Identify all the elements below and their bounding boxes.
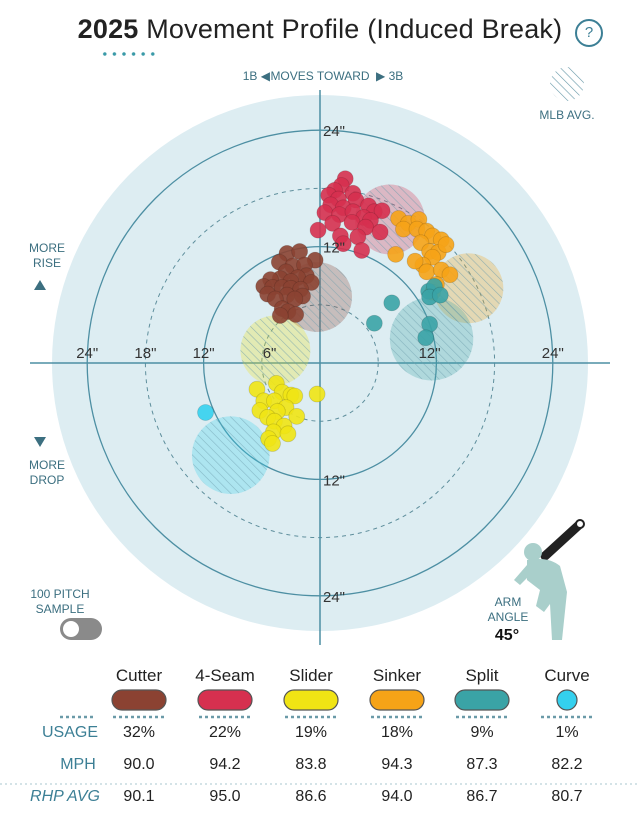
sample-label-2: SAMPLE [36,602,85,616]
ring-label-right12: 12" [419,345,441,362]
swatch-curve [556,689,578,711]
cell-rhp-sinker: 94.0 [381,788,412,805]
cell-mph-4seam: 94.2 [209,756,240,773]
point-4-seam-14 [373,202,391,220]
cell-mph-slider: 83.8 [295,756,326,773]
cell-rhp-cutter: 90.1 [123,788,154,805]
cell-usage-slider: 19% [295,724,327,741]
cell-usage-4seam: 22% [209,724,241,741]
arm-angle-value: 45° [495,627,519,644]
point-curve-0 [197,404,214,421]
mlb-avg-legend-label: MLB AVG. [539,108,594,122]
point-slider-18 [308,385,326,403]
point-split-7 [417,329,435,347]
point-4-seam-25 [353,242,371,259]
cell-mph-sinker: 94.3 [381,756,412,773]
mph-row-label: MPH [60,756,96,773]
cell-rhp-curve: 80.7 [551,788,582,805]
sample-label-1: 100 PITCH [30,587,89,601]
more-drop-label-1: MORE [29,458,65,472]
swatch-4seam [197,689,253,711]
arm-angle-label-2: ANGLE [488,610,529,624]
ring-label-right24: 24" [542,345,564,362]
cell-rhp-4seam: 95.0 [209,788,240,805]
cell-mph-cutter: 90.0 [123,756,154,773]
point-slider-10 [288,407,306,425]
down-arrow-icon [34,437,46,447]
cell-usage-split: 9% [470,724,493,741]
more-rise-label-1: MORE [29,241,65,255]
pitch-name-sinker: Sinker [373,666,422,685]
ring-label-bottom12: 12" [323,472,345,489]
direction-label: MOVES TOWARD [270,69,369,83]
point-4-seam-17 [324,214,342,232]
point-cutter-26 [271,307,289,324]
point-sinker-15 [406,252,424,270]
pitch-name-4seam: 4-Seam [195,666,255,685]
cell-mph-curve: 82.2 [551,756,582,773]
point-split-0 [383,294,401,312]
swatch-cutter [111,689,167,711]
pitch-name-cutter: Cutter [116,666,163,685]
pitch-name-curve: Curve [544,666,589,685]
point-slider-15 [279,425,297,443]
point-slider-6 [286,387,304,405]
usage-row-label: USAGE [42,724,98,741]
cell-usage-cutter: 32% [123,724,155,741]
page-title: 2025 Movement Profile (Induced Break) [0,14,640,45]
ring-label-top12: 12" [323,240,345,257]
more-rise-label-2: RISE [33,256,61,270]
point-slider-17 [264,435,281,452]
ring-label-left24: 24" [76,345,98,362]
up-arrow-icon [34,280,46,290]
title-underline [100,52,158,56]
ring-label-bottom24: 24" [323,589,345,606]
cell-rhp-slider: 86.6 [295,788,326,805]
cell-mph-split: 87.3 [466,756,497,773]
ring-label-top24: 24" [323,123,345,140]
cell-rhp-split: 86.7 [466,788,497,805]
ring-label-left18: 18" [134,345,156,362]
point-split-4 [431,286,449,304]
mlb-avg-legend-icon [550,67,584,101]
arm-angle-label-1: ARM [495,595,522,609]
cell-usage-sinker: 18% [381,724,413,741]
point-4-seam-20 [309,221,327,239]
direction-3b: ▶ 3B [376,69,403,83]
swatch-split [454,689,510,711]
cell-usage-curve: 1% [555,724,578,741]
more-drop-label-2: DROP [30,473,65,487]
sample-toggle[interactable] [60,618,102,640]
swatch-slider [283,689,339,711]
pitch-name-slider: Slider [289,666,333,685]
rhp-avg-row-label: RHP AVG [30,788,100,805]
mlb-avg-slider [240,315,311,386]
point-4-seam-24 [334,235,352,253]
direction-1b: 1B ◀ [243,69,271,83]
point-sinker-12 [437,236,455,254]
title-text: Movement Profile (Induced Break) [146,14,563,44]
title-year: 2025 [77,14,139,44]
toggle-knob [63,621,79,637]
swatch-sinker [369,689,425,711]
ring-label-left12: 12" [193,345,215,362]
ring-label-left6: 6" [263,345,277,362]
point-cutter-25 [287,306,305,323]
point-sinker-9 [387,245,405,263]
point-4-seam-21 [371,223,389,241]
point-sinker-18 [441,266,459,284]
pitch-name-split: Split [465,666,498,685]
pitcher-figure-icon [514,519,585,640]
point-split-6 [365,314,383,332]
mlb-avg-curve [191,416,270,494]
help-icon[interactable]: ? [575,19,603,47]
